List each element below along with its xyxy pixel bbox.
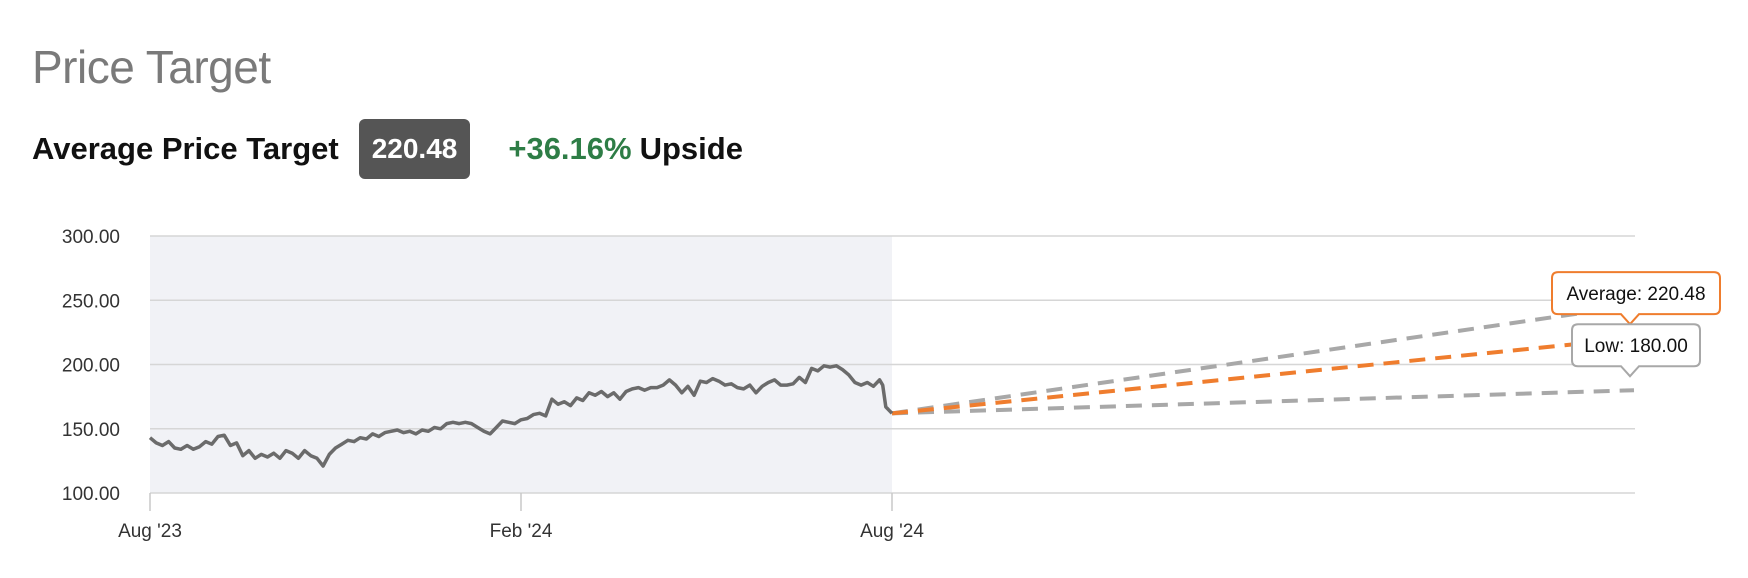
high-projection-line: [891, 303, 1635, 416]
y-tick-label: 150.00: [62, 420, 120, 441]
price-target-summary: Average Price Target 220.48 +36.16% Upsi…: [32, 118, 743, 180]
y-tick-label: 100.00: [62, 484, 120, 505]
y-tick-label: 250.00: [62, 291, 120, 312]
price-history-line: [148, 364, 894, 468]
x-tick-label: Feb '24: [490, 521, 553, 542]
tooltip-box: [1551, 271, 1721, 326]
low-projection-line: [891, 388, 1635, 416]
tooltip-label: Low: 180.00: [1584, 336, 1688, 357]
page-title: Price Target: [32, 41, 271, 93]
x-tick-label: Aug '23: [118, 521, 182, 542]
average-price-target-badge: 220.48: [358, 119, 471, 179]
average-tooltip: Average: 220.48: [1551, 271, 1721, 326]
upside-percentage: +36.16%: [508, 131, 632, 166]
upside-label: Upside: [639, 131, 743, 166]
tooltip-box: [1571, 323, 1701, 378]
average-price-target-label: Average Price Target: [32, 131, 339, 166]
y-tick-label: 300.00: [62, 227, 120, 248]
tooltip-label: Average: 220.48: [1566, 284, 1705, 305]
y-tick-label: 200.00: [62, 356, 120, 377]
x-tick-label: Aug '24: [860, 521, 924, 542]
low-tooltip: Low: 180.00: [1571, 323, 1701, 378]
average-projection-line: [891, 336, 1635, 416]
